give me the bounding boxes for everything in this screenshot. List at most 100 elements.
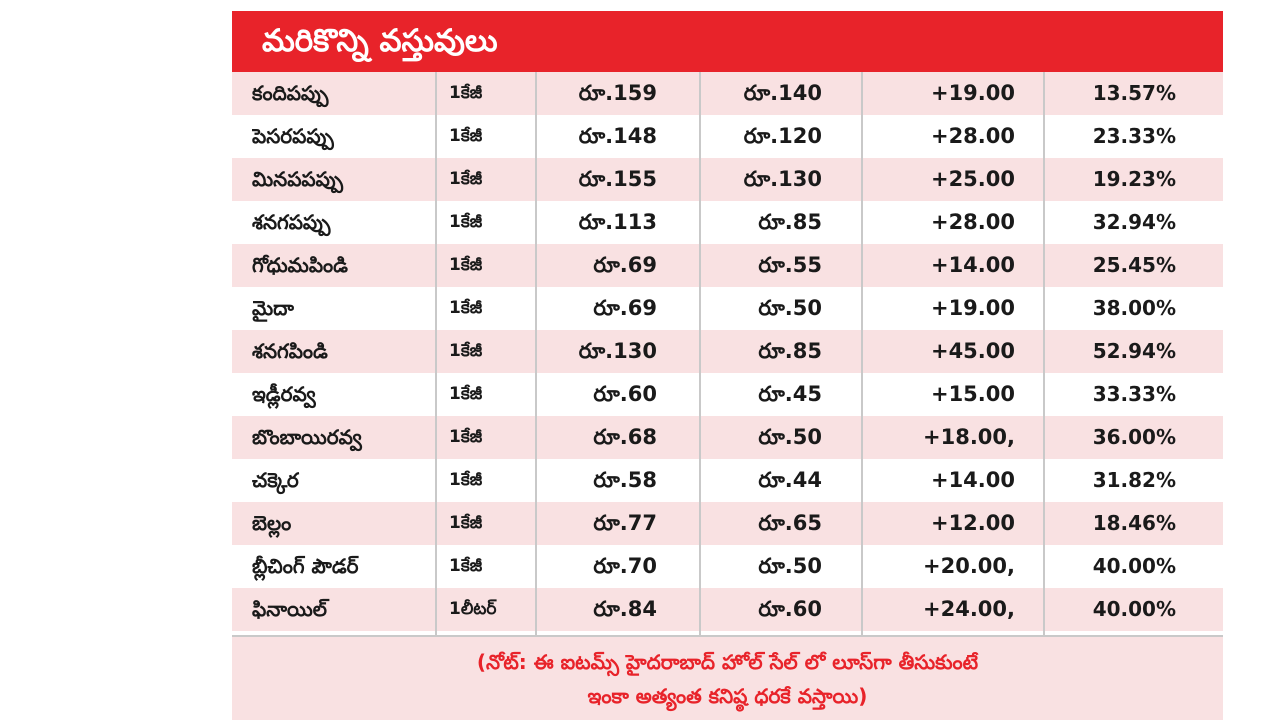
table-row: బెల్లం 1కేజీ రూ.77 రూ.65 +12.00 18.46% xyxy=(232,502,1223,545)
current-price: రూ.77 xyxy=(593,511,657,535)
previous-price: రూ.44 xyxy=(758,468,822,492)
column-divider xyxy=(699,72,701,635)
price-difference: +19.00 xyxy=(930,296,1015,320)
current-price: రూ.68 xyxy=(593,425,657,449)
previous-price: రూ.120 xyxy=(743,124,822,148)
current-price: రూ.155 xyxy=(578,167,657,191)
item-unit: 1కేజీ xyxy=(449,470,483,490)
item-unit: 1కేజీ xyxy=(449,169,483,189)
percent-change: 31.82% xyxy=(1092,468,1176,492)
note-divider xyxy=(232,635,1223,637)
current-price: రూ.113 xyxy=(578,210,657,234)
item-name: గోధుమపిండి xyxy=(252,253,348,277)
item-name: మైదా xyxy=(252,296,294,320)
previous-price: రూ.50 xyxy=(758,296,822,320)
price-difference: +12.00 xyxy=(930,511,1015,535)
item-name: మినపపప్పు xyxy=(252,167,344,191)
item-unit: 1లీటర్ xyxy=(449,599,497,619)
price-difference: +24.00, xyxy=(923,597,1015,621)
previous-price: రూ.45 xyxy=(758,382,822,406)
current-price: రూ.148 xyxy=(578,124,657,148)
percent-change: 38.00% xyxy=(1092,296,1176,320)
price-table-card: మరికొన్ని వస్తువులు కందిపప్పు 1కేజీ రూ.159… xyxy=(232,11,1223,720)
table-header-banner: మరికొన్ని వస్తువులు xyxy=(232,11,1223,72)
previous-price: రూ.50 xyxy=(758,554,822,578)
current-price: రూ.159 xyxy=(578,81,657,105)
previous-price: రూ.50 xyxy=(758,425,822,449)
previous-price: రూ.85 xyxy=(758,210,822,234)
current-price: రూ.70 xyxy=(593,554,657,578)
table-row: ఫినాయిల్ 1లీటర్ రూ.84 రూ.60 +24.00, 40.00% xyxy=(232,588,1223,631)
table-row: శనగపప్పు 1కేజీ రూ.113 రూ.85 +28.00 32.94% xyxy=(232,201,1223,244)
percent-change: 25.45% xyxy=(1092,253,1176,277)
item-name: కందిపప్పు xyxy=(252,81,329,105)
price-difference: +20.00, xyxy=(923,554,1015,578)
current-price: రూ.58 xyxy=(593,468,657,492)
price-difference: +45.00 xyxy=(930,339,1015,363)
current-price: రూ.130 xyxy=(578,339,657,363)
percent-change: 13.57% xyxy=(1092,81,1176,105)
item-name: చక్కెర xyxy=(252,468,299,492)
footnote-line-1: (నోట్: ఈ ఐటమ్స్ హైదరాబాద్ హోల్ సేల్ లో ల… xyxy=(476,650,979,674)
previous-price: రూ.65 xyxy=(758,511,822,535)
previous-price: రూ.60 xyxy=(758,597,822,621)
item-name: బెల్లం xyxy=(252,511,292,535)
item-unit: 1కేజీ xyxy=(449,212,483,232)
current-price: రూ.60 xyxy=(593,382,657,406)
price-difference: +28.00 xyxy=(930,124,1015,148)
percent-change: 18.46% xyxy=(1092,511,1176,535)
table-row: మినపపప్పు 1కేజీ రూ.155 రూ.130 +25.00 19.23% xyxy=(232,158,1223,201)
price-difference: +18.00, xyxy=(923,425,1015,449)
price-difference: +28.00 xyxy=(930,210,1015,234)
percent-change: 19.23% xyxy=(1092,167,1176,191)
table-row: బొంబాయిరవ్వ 1కేజీ రూ.68 రూ.50 +18.00, 36.00% xyxy=(232,416,1223,459)
price-table: కందిపప్పు 1కేజీ రూ.159 రూ.140 +19.00 13.57% పె… xyxy=(232,72,1223,631)
price-difference: +19.00 xyxy=(930,81,1015,105)
percent-change: 23.33% xyxy=(1092,124,1176,148)
column-divider xyxy=(1043,72,1045,635)
column-divider xyxy=(535,72,537,635)
item-name: పెసరపప్పు xyxy=(252,124,334,148)
item-name: శనగపప్పు xyxy=(252,210,331,234)
previous-price: రూ.140 xyxy=(743,81,822,105)
percent-change: 40.00% xyxy=(1092,554,1176,578)
previous-price: రూ.85 xyxy=(758,339,822,363)
table-row: ఇడ్లీరవ్వ 1కేజీ రూ.60 రూ.45 +15.00 33.33% xyxy=(232,373,1223,416)
item-unit: 1కేజీ xyxy=(449,298,483,318)
column-divider xyxy=(861,72,863,635)
percent-change: 36.00% xyxy=(1092,425,1176,449)
price-difference: +15.00 xyxy=(930,382,1015,406)
footnote-line-2: ఇంకా అత్యంత కనిష్ఠ ధరకే వస్తాయి) xyxy=(587,684,868,708)
table-row: పెసరపప్పు 1కేజీ రూ.148 రూ.120 +28.00 23.33% xyxy=(232,115,1223,158)
percent-change: 32.94% xyxy=(1092,210,1176,234)
percent-change: 40.00% xyxy=(1092,597,1176,621)
current-price: రూ.69 xyxy=(593,296,657,320)
price-difference: +14.00 xyxy=(930,468,1015,492)
previous-price: రూ.55 xyxy=(758,253,822,277)
item-name: శనగపిండి xyxy=(252,339,328,363)
price-difference: +25.00 xyxy=(930,167,1015,191)
item-unit: 1కేజీ xyxy=(449,556,483,576)
column-divider xyxy=(435,72,437,635)
item-unit: 1కేజీ xyxy=(449,83,483,103)
percent-change: 52.94% xyxy=(1092,339,1176,363)
item-unit: 1కేజీ xyxy=(449,384,483,404)
current-price: రూ.69 xyxy=(593,253,657,277)
item-unit: 1కేజీ xyxy=(449,341,483,361)
item-name: బొంబాయిరవ్వ xyxy=(252,425,362,449)
item-unit: 1కేజీ xyxy=(449,255,483,275)
footnote: (నోట్: ఈ ఐటమ్స్ హైదరాబాద్ హోల్ సేల్ లో ల… xyxy=(232,637,1223,720)
price-difference: +14.00 xyxy=(930,253,1015,277)
table-row: బ్లీచింగ్ పౌడర్ 1కేజీ రూ.70 రూ.50 +20.00, 40.… xyxy=(232,545,1223,588)
previous-price: రూ.130 xyxy=(743,167,822,191)
item-name: ఫినాయిల్ xyxy=(252,597,327,621)
item-unit: 1కేజీ xyxy=(449,427,483,447)
table-row: చక్కెర 1కేజీ రూ.58 రూ.44 +14.00 31.82% xyxy=(232,459,1223,502)
table-row: కందిపప్పు 1కేజీ రూ.159 రూ.140 +19.00 13.57% xyxy=(232,72,1223,115)
table-title: మరికొన్ని వస్తువులు xyxy=(262,23,498,59)
percent-change: 33.33% xyxy=(1092,382,1176,406)
item-unit: 1కేజీ xyxy=(449,513,483,533)
table-row: శనగపిండి 1కేజీ రూ.130 రూ.85 +45.00 52.94% xyxy=(232,330,1223,373)
current-price: రూ.84 xyxy=(593,597,657,621)
item-name: ఇడ్లీరవ్వ xyxy=(252,382,316,406)
